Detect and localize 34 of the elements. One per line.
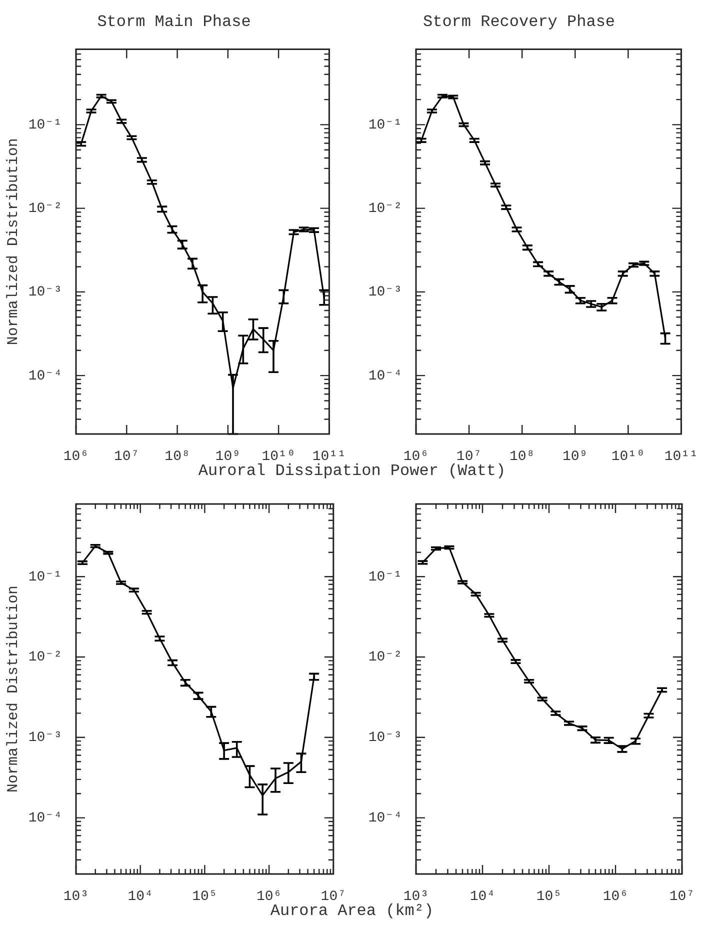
x-tick-label: 10⁹	[562, 449, 588, 466]
y-tick-label: 10⁻¹	[28, 569, 62, 586]
y-tick-label: 10⁻²	[28, 650, 62, 666]
x-tick-label: 10⁶	[602, 889, 628, 906]
y-tick-label: 10⁻²	[28, 201, 62, 218]
y-tick-label: 10⁻⁴	[28, 368, 62, 384]
y-tick-label: 10⁻³	[28, 284, 62, 301]
x-tick-label: 10³	[63, 889, 89, 906]
y-tick-label: 10⁻⁴	[368, 368, 402, 384]
chart-title: Storm Recovery Phase	[422, 12, 616, 31]
x-tick-label: 10⁷	[114, 449, 140, 466]
y-axis-title: Normalized Distribution	[4, 138, 22, 346]
x-tick-label: 10⁵	[536, 889, 562, 906]
y-axis-title: Normalized Distribution	[4, 585, 22, 793]
y-tick-label: 10⁻⁴	[368, 810, 402, 827]
y-tick-label: 10⁻¹	[368, 569, 402, 586]
x-tick-label: 10⁴	[128, 889, 153, 906]
y-tick-label: 10⁻⁴	[28, 810, 62, 827]
x-tick-label: 10¹¹	[664, 449, 698, 466]
x-tick-label: 10⁸	[509, 449, 535, 466]
y-tick-label: 10⁻³	[368, 284, 402, 301]
y-tick-label: 10⁻¹	[28, 117, 62, 134]
x-tick-label: 10⁷	[669, 889, 695, 906]
x-tick-label: 10⁵	[192, 889, 218, 906]
x-tick-label: 10⁶	[63, 449, 89, 466]
y-tick-label: 10⁻³	[28, 730, 62, 746]
x-tick-label: 10⁴	[470, 889, 496, 906]
y-tick-label: 10⁻²	[368, 650, 402, 666]
y-tick-label: 10⁻³	[368, 730, 402, 746]
y-tick-label: 10⁻¹	[368, 117, 402, 134]
x-tick-label: 10¹⁰	[611, 449, 645, 466]
x-tick-label: 10⁸	[164, 449, 190, 466]
y-tick-label: 10⁻²	[368, 201, 402, 218]
chart-title: Storm Main Phase	[97, 12, 251, 31]
